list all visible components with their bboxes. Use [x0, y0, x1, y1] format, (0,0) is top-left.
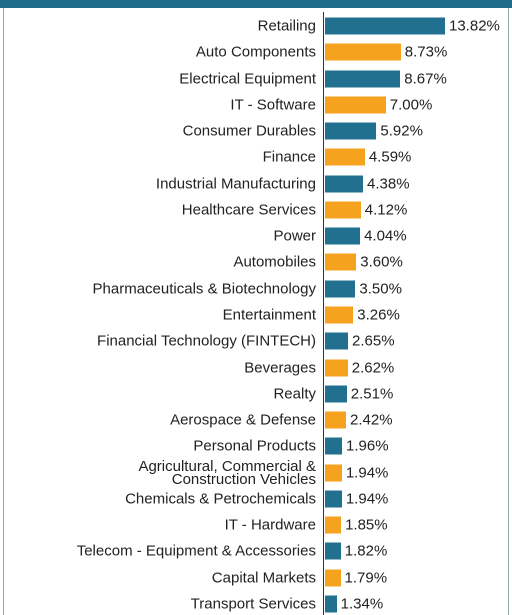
category-label: Consumer Durables — [182, 122, 316, 140]
value-label: 2.51% — [350, 385, 394, 403]
category-label: Transport Services — [190, 595, 316, 613]
category-label: Aerospace & Defense — [170, 411, 316, 429]
bar — [325, 148, 365, 166]
bar — [325, 332, 348, 350]
category-label: Industrial Manufacturing — [155, 175, 316, 193]
value-label: 5.92% — [380, 122, 423, 140]
category-label: Power — [273, 227, 316, 245]
bar — [325, 175, 364, 193]
bar — [325, 201, 361, 219]
category-label: Electrical Equipment — [179, 70, 316, 88]
category-label: Finance — [262, 148, 316, 166]
category-label: Chemicals & Petrochemicals — [125, 490, 316, 508]
value-label: 7.00% — [389, 96, 433, 114]
value-label: 8.67% — [404, 70, 447, 88]
bar — [325, 542, 341, 560]
value-label: 2.42% — [350, 411, 393, 429]
value-label: 1.82% — [344, 542, 388, 560]
value-label: 2.62% — [351, 359, 395, 377]
category-label: Automobiles — [233, 253, 316, 271]
bar — [325, 43, 401, 61]
axis-line — [323, 12, 324, 615]
category-label: IT - Software — [230, 96, 316, 114]
header-strip — [0, 0, 512, 8]
value-label: 3.60% — [360, 253, 403, 271]
bar — [325, 569, 341, 587]
bar — [325, 385, 347, 403]
value-label: 8.73% — [404, 43, 448, 61]
category-label: Entertainment — [222, 306, 316, 324]
bar — [325, 464, 342, 482]
category-label: Realty — [273, 385, 316, 403]
category-label: Pharmaceuticals & Biotechnology — [92, 280, 316, 298]
value-label: 3.50% — [359, 280, 402, 298]
category-label: IT - Hardware — [224, 516, 316, 534]
bar — [325, 227, 361, 245]
category-label: Telecom - Equipment & Accessories — [76, 542, 316, 560]
bar — [325, 437, 343, 455]
value-label: 4.59% — [368, 148, 412, 166]
category-label: Financial Technology (FINTECH) — [97, 332, 316, 350]
value-label: 1.94% — [345, 464, 389, 482]
value-label: 1.79% — [344, 569, 388, 587]
value-label: 2.65% — [352, 332, 395, 350]
value-label: 4.04% — [364, 227, 407, 245]
bar — [325, 595, 337, 613]
frame — [3, 8, 509, 615]
category-label: Personal Products — [193, 437, 316, 455]
category-label: Beverages — [244, 359, 316, 377]
category-label: Retailing — [257, 17, 316, 35]
bar — [325, 280, 356, 298]
bar — [325, 306, 354, 324]
category-label: Auto Components — [195, 43, 316, 61]
category-label: Healthcare Services — [181, 201, 316, 219]
value-label: 3.26% — [357, 306, 400, 324]
value-label: 1.85% — [345, 516, 388, 534]
bar — [325, 122, 377, 140]
bar — [325, 490, 342, 508]
category-label: Agricultural, Commercial & Construction … — [138, 457, 316, 488]
value-label: 4.38% — [367, 175, 410, 193]
bar — [325, 411, 346, 429]
bar — [325, 359, 348, 377]
bar — [325, 17, 445, 35]
value-label: 13.82% — [449, 17, 500, 35]
bar — [325, 70, 401, 88]
bar — [325, 253, 357, 271]
value-label: 1.34% — [340, 595, 384, 613]
bar — [325, 96, 386, 114]
value-label: 4.12% — [364, 201, 408, 219]
category-label: Capital Markets — [211, 569, 316, 587]
value-label: 1.94% — [345, 490, 389, 508]
value-label: 1.96% — [346, 437, 389, 455]
bar — [325, 516, 342, 534]
